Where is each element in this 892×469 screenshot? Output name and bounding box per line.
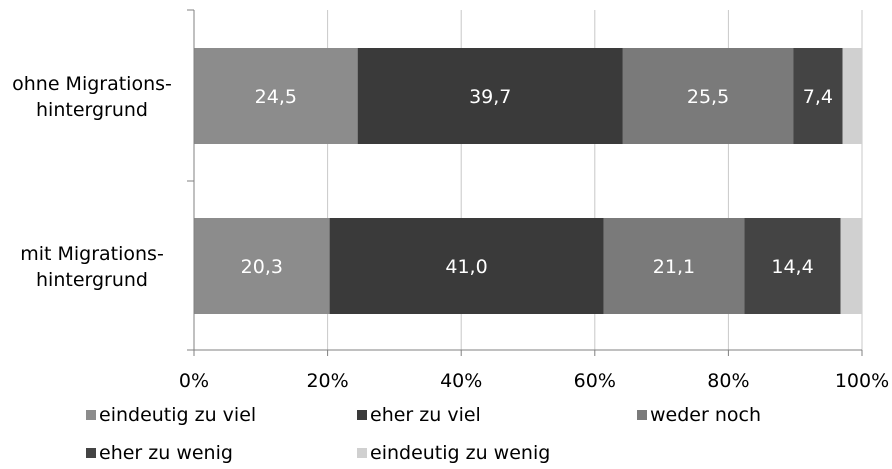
bar-segment [622,48,794,144]
data-label: 20,3 [241,256,283,278]
bar-segment [357,48,623,144]
bar-segment [793,48,843,144]
legend-swatch [357,448,367,458]
legend-swatch [86,410,96,420]
bar-segment [329,218,604,314]
legend-swatch [637,410,647,420]
data-label: 14,4 [771,256,813,278]
data-label: 7,4 [803,86,833,108]
legend-label: weder noch [650,404,761,426]
legend-swatch [357,410,367,420]
legend-label: eher zu viel [370,404,481,426]
data-label: 21,1 [653,256,695,278]
legend-item: eindeutig zu wenig [357,442,550,464]
bar-segment [194,48,358,144]
category-label: hintergrund [36,99,148,121]
axes [187,9,863,356]
bar-segment [194,218,330,314]
legend-label: eindeutig zu wenig [370,442,551,464]
legend: eindeutig zu viel eher zu viel weder noc… [86,398,876,468]
x-tick-label: 60% [574,370,616,392]
x-tick-label: 0% [179,370,209,392]
bar-segment [603,218,745,314]
bar-segment [744,218,841,314]
legend-label: eher zu wenig [99,442,233,464]
bars [194,48,862,314]
data-label: 24,5 [255,86,297,108]
data-label: 39,7 [469,86,511,108]
x-tick-label: 100% [835,370,889,392]
data-label: 41,0 [445,256,487,278]
bar-segment [842,48,862,144]
x-tick-label: 80% [707,370,749,392]
bar-segment [840,218,862,314]
data-label: 25,5 [687,86,729,108]
legend-label: eindeutig zu viel [99,404,257,426]
legend-item: eher zu viel [357,404,481,426]
category-label: mit Migrations- [20,243,164,265]
stacked-bar-chart: 24,5 39,7 25,5 7,4 ohne Migrations-hintergru… [12,9,889,392]
legend-item: eindeutig zu viel [86,404,256,426]
x-tick-label: 20% [306,370,348,392]
legend-item: weder noch [637,404,761,426]
labels: 24,5 39,7 25,5 7,4 ohne Migrations-hintergru… [12,73,889,392]
legend-swatch [86,448,96,458]
legend-item: eher zu wenig [86,442,233,464]
category-label: hintergrund [36,269,148,291]
category-label: ohne Migrations- [12,73,172,95]
x-tick-label: 40% [440,370,482,392]
